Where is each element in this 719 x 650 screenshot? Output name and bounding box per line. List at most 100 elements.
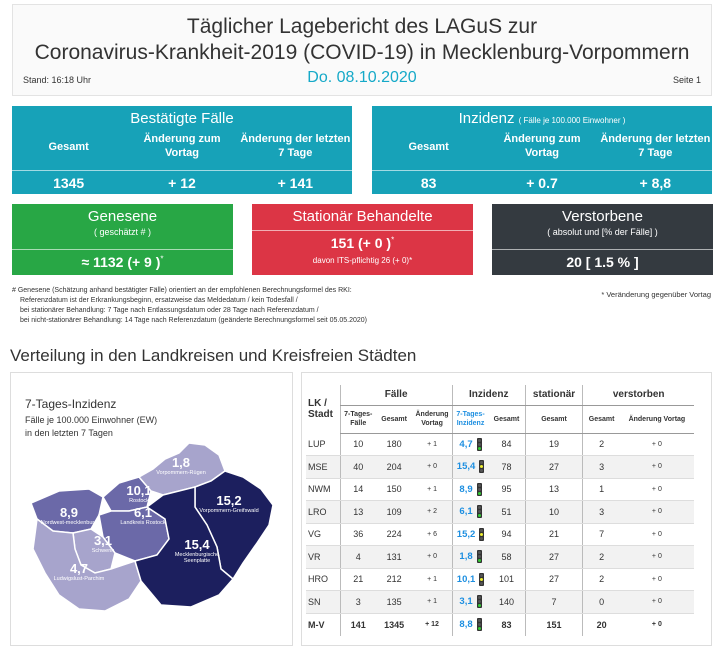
sub-7tage-inzidenz: 7-Tages-Inzidenz [451, 405, 489, 434]
map-region-value: 8,9 [59, 505, 79, 520]
incidence-col-change-week: Änderung der letzten 7 Tage [600, 133, 711, 159]
col-header-verstorben: verstorben [582, 385, 694, 406]
cases-total: 212 [376, 568, 413, 591]
incidence-subtitle: ( Fälle je 100.000 Einwohner ) [518, 116, 626, 125]
deaths-change: + 0 [651, 621, 662, 628]
incidence-7day: 3,1 [451, 590, 489, 614]
deaths-total: 2 [582, 568, 620, 591]
hospitalized-total: 13 [524, 478, 583, 501]
incidence-total: 94 [488, 523, 526, 546]
sub-verstorben-gesamt: Gesamt [582, 405, 620, 434]
col-header-stationaer: stationär [524, 385, 583, 406]
note-line-4: bei nicht-stationärer Behandlung: 14 Tag… [20, 317, 367, 324]
incidence-7day: 8,9 [451, 478, 489, 501]
cases-total: 180 [376, 433, 413, 456]
region-mse [134, 486, 235, 608]
map-region-name: Vorpommern-Rügen [156, 470, 206, 476]
deaths-subtitle: ( absolut und [% der Fälle] ) [547, 227, 658, 237]
map-region-value: 6,1 [133, 505, 153, 520]
map-region-value: 15,4 [184, 537, 210, 552]
hospitalized-title: Stationär Behandelte [292, 208, 433, 225]
cases-7day: 10 [339, 433, 376, 456]
incidence-7day: 6,1 [451, 500, 489, 524]
cases-change: + 0 [412, 545, 453, 569]
incidence-change-day-value: + 0.7 [526, 174, 558, 191]
hospitalized-total: 10 [524, 500, 583, 524]
map-region-value: 4,7 [69, 561, 89, 576]
incidence-7day: 4,7 [451, 433, 489, 456]
deaths-total: 2 [582, 545, 620, 569]
incidence-total-value: 83 [420, 174, 437, 191]
cases-total: 1345 [384, 619, 405, 630]
deaths-change: + 0 [619, 590, 694, 614]
deaths-change: + 0 [619, 478, 694, 501]
deaths-panel: Verstorbene ( absolut und [% der Fälle] … [492, 204, 713, 275]
change-note: * Veränderung gegenüber Vortag [601, 290, 711, 299]
deaths-total: 20 [582, 613, 620, 636]
hospitalized-total: 27 [524, 455, 583, 479]
district-name: HRO [306, 568, 340, 591]
deaths-total: 1 [582, 478, 620, 501]
traffic-light-icon [476, 618, 482, 631]
page-number: Seite 1 [672, 75, 701, 85]
traffic-light-icon [479, 527, 485, 541]
cases-7day: 4 [339, 545, 376, 569]
map-region-value: 3,1 [93, 533, 113, 548]
district-name: LRO [306, 500, 340, 524]
deaths-change: + 0 [619, 523, 694, 546]
map-region-value: 15,2 [216, 493, 242, 508]
incidence-total: 51 [488, 500, 526, 524]
hospitalized-total: 27 [524, 545, 583, 569]
district-table-panel: LK / Stadt Fälle Inzidenz stationär verst… [301, 372, 712, 646]
cases-col-change-day: Änderung zum Vortag [143, 133, 221, 159]
district-name: VR [306, 545, 340, 569]
incidence-total: 95 [488, 478, 526, 501]
table-row: MSE 40 204 + 0 15,4 78 27 3 + 0 [306, 455, 694, 479]
cases-change: + 1 [412, 590, 453, 614]
district-name: NWM [306, 478, 340, 501]
cases-total-value: 1345 [53, 174, 85, 191]
table-row: SN 3 135 + 1 3,1 140 7 0 + 0 [306, 590, 694, 614]
cases-7day: 13 [339, 500, 376, 524]
incidence-change-week-value: + 8,8 [639, 174, 672, 191]
hospitalized-total: 7 [524, 590, 583, 614]
report-header: Täglicher Lagebericht des LAGuS zur Coro… [12, 4, 712, 96]
table-row: HRO 21 212 + 1 10,1 101 27 2 + 0 [306, 568, 694, 591]
map-region-name: Ludwigslust-Parchim [53, 576, 105, 582]
recovered-panel: Genesene ( geschätzt # ) ≈ 1132 (+ 9 )* [12, 204, 233, 275]
cases-col-change-week: Änderung der letzten 7 Tage [240, 133, 351, 159]
district-name: VG [306, 523, 340, 546]
incidence-total: 84 [488, 433, 526, 456]
map-region-value: 10,1 [126, 483, 152, 498]
incidence-total: 83 [501, 619, 512, 630]
table-row: M-V 141 1345 + 12 8,8 83 151 20 + 0 [306, 613, 694, 636]
incidence-title: Inzidenz ( Fälle je 100.000 Einwohner ) [458, 110, 626, 127]
sub-7tage-faelle: 7-Tages-Fälle [339, 405, 376, 434]
traffic-light-icon [476, 437, 482, 451]
cases-7day: 141 [339, 613, 376, 636]
cases-change-day-value: + 12 [168, 174, 196, 191]
map-region-name: Schwerin [91, 548, 115, 554]
confirmed-cases-panel: Bestätigte Fälle Gesamt Änderung zum Vor… [12, 106, 352, 194]
district-name: M-V [308, 619, 325, 630]
cases-7day: 40 [339, 455, 376, 479]
incidence-7day: 10,1 [451, 568, 489, 591]
incidence-panel: Inzidenz ( Fälle je 100.000 Einwohner ) … [372, 106, 712, 194]
incidence-7day: 8,8 [451, 613, 489, 636]
map-region-name: Landkreis Rostock [120, 520, 166, 526]
hospitalized-total: 19 [524, 433, 583, 456]
deaths-change: + 0 [619, 433, 694, 456]
incidence-col-change-day: Änderung zum Vortag [503, 133, 581, 159]
deaths-total: 2 [582, 433, 620, 456]
sub-faelle-gesamt: Gesamt [376, 405, 413, 434]
table-row: NWM 14 150 + 1 8,9 95 13 1 + 0 [306, 478, 694, 501]
traffic-light-icon [479, 572, 485, 586]
hospitalized-value: 151 (+ 0 )* [252, 230, 473, 251]
deaths-total: 0 [582, 590, 620, 614]
cases-change: + 1 [412, 433, 453, 456]
cases-change: + 12 [425, 621, 439, 628]
section-title: Verteilung in den Landkreisen und Kreisf… [10, 346, 417, 365]
table-row: LUP 10 180 + 1 4,7 84 19 2 + 0 [306, 433, 694, 456]
deaths-change: + 0 [619, 455, 694, 479]
incidence-7day: 15,2 [451, 523, 489, 546]
